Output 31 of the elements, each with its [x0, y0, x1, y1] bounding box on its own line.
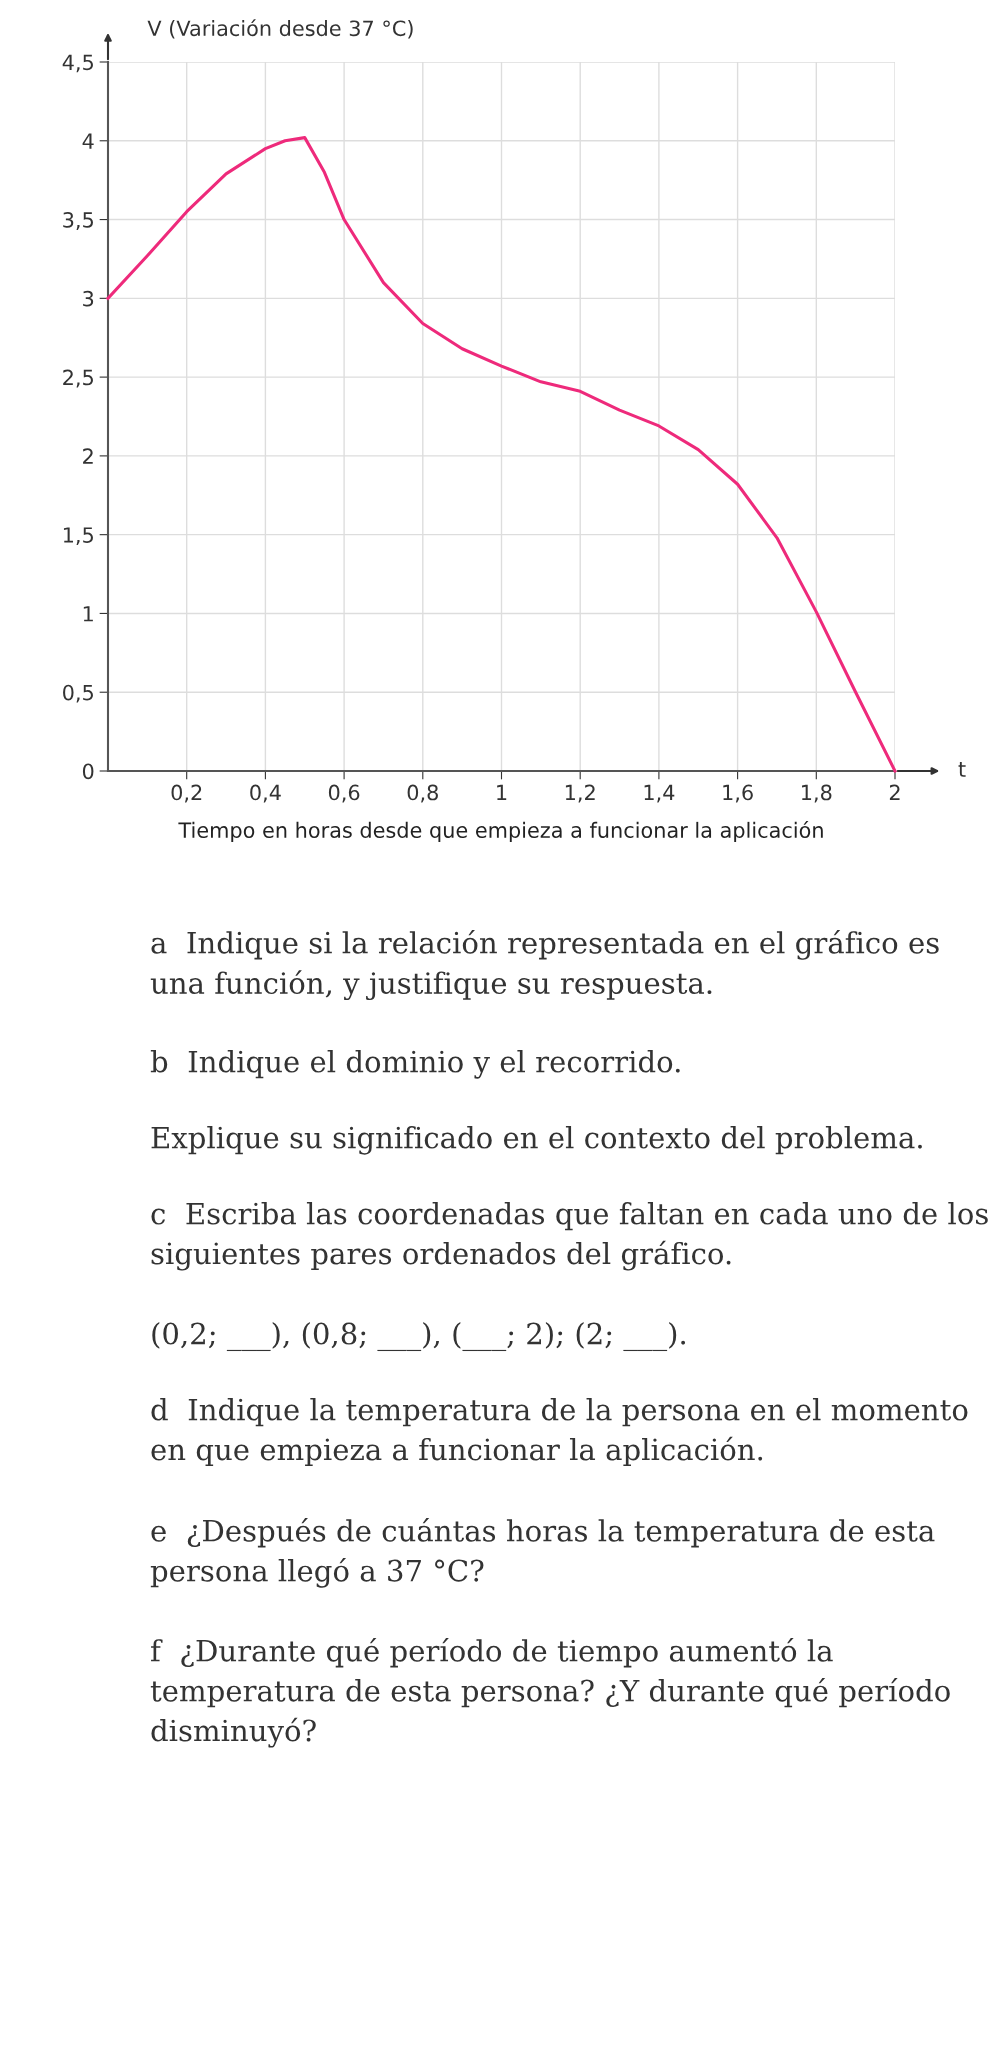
y-tick-label: 2,5 — [63, 369, 93, 388]
x-tick-label: 1,6 — [723, 784, 753, 803]
x-tick-label: 1,4 — [644, 784, 675, 803]
y-tick-label: 4,5 — [62, 54, 93, 73]
y-tick-label: 0,5 — [63, 684, 93, 703]
x-axis-title: Tiempo en horas desde que empieza a funcionar la aplicación — [178, 821, 823, 843]
text: b Indique el dominio y el recorrido. — [150, 1050, 680, 1079]
text: e ¿Después de cuántas horas la temperatura de esta persona llegó a 37 °C? — [150, 1518, 935, 1588]
x-tick-label: 1 — [497, 784, 507, 801]
text: d Indique la temperatura de la persona en el momento en que empieza a funcionar la aplicación. — [151, 1398, 968, 1467]
text: c Escriba las coordenadas que faltan en cada uno de los siguientes pares ordenados del gráfico. — [151, 1202, 988, 1271]
y-tick-label: 3,5 — [63, 212, 93, 230]
y-tick-label: 3 — [83, 290, 94, 307]
text: f ¿Durante qué período de tiempo aumentó la temperatura de esta persona? ¿Y durante qué período disminuyó? — [150, 1638, 950, 1748]
x-tick-label: 1,2 — [565, 784, 595, 803]
text: Explique su significado en el contexto del problema. — [151, 1126, 922, 1155]
text: (0,2; ___), (0,8; ___), (___; 2); (2; ___). — [152, 1322, 686, 1352]
x-tick-label: 2 — [889, 784, 900, 801]
y-axis-title: V (Variación desde 37 °C) — [147, 19, 413, 39]
y-tick-label: 0 — [82, 763, 94, 780]
x-tick-label: 0,2 — [171, 784, 202, 803]
x-tick-label: 0,4 — [250, 784, 281, 803]
y-tick-label: 2 — [83, 448, 93, 464]
x-tick-label: 1,8 — [802, 784, 832, 803]
y-tick-label: 1 — [83, 606, 93, 622]
text: t — [958, 762, 966, 777]
x-tick-label: 0,6 — [328, 784, 360, 803]
y-tick-label: 4 — [82, 133, 94, 149]
text: a Indique si la relación representada en el gráfico es una función, y justifique su respuesta. — [150, 930, 939, 1001]
y-tick-label: 1,5 — [63, 527, 93, 545]
x-tick-label: 0,8 — [407, 784, 438, 803]
